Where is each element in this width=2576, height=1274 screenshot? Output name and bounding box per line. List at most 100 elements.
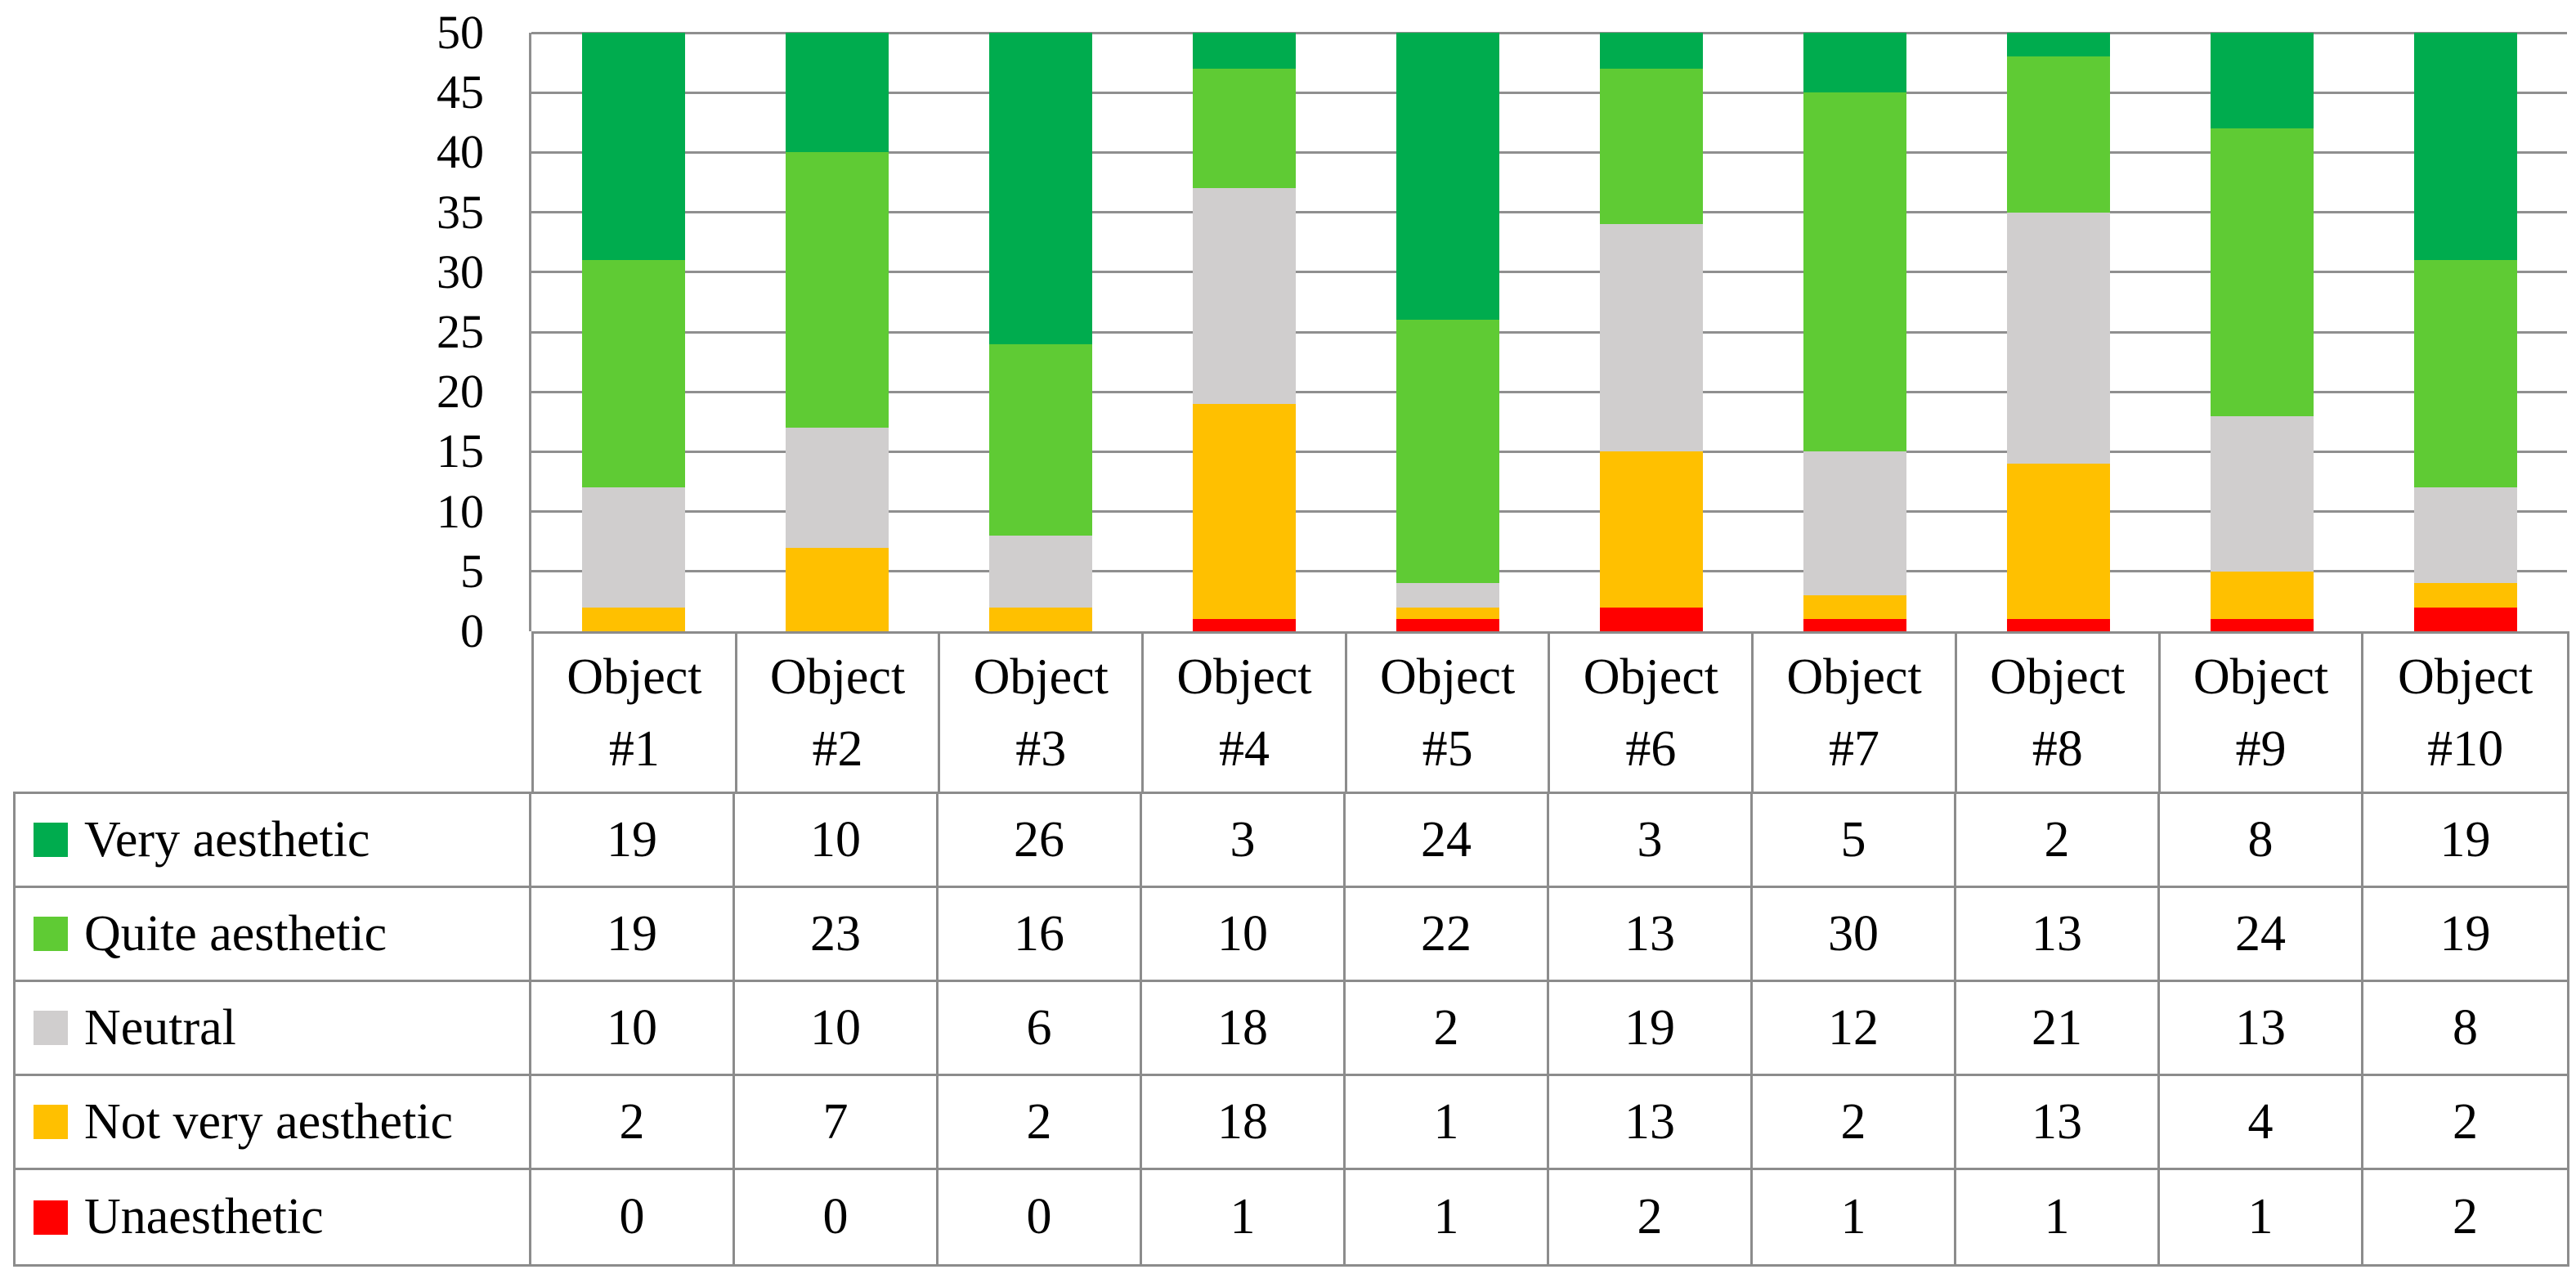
- bar-segment: [1192, 188, 1296, 404]
- bar-segment: [1192, 68, 1296, 189]
- bar-segment: [988, 535, 1092, 608]
- value-cell: 8: [2363, 982, 2567, 1076]
- legend-cell: Quite aesthetic: [16, 888, 531, 982]
- value-cell: 0: [939, 1170, 1142, 1264]
- category-header-cell: Object #2: [737, 634, 941, 792]
- y-axis-tick-label: 10: [437, 484, 484, 538]
- value-cell: 2: [1956, 794, 2160, 888]
- stacked-bar: [785, 33, 889, 631]
- gridline: [531, 31, 2567, 34]
- bar-segment: [2413, 33, 2517, 261]
- value-cell: 2: [1549, 1170, 1753, 1264]
- bar-segment: [1396, 583, 1499, 608]
- stacked-bar: [2210, 33, 2314, 631]
- category-header-cell: Object #1: [534, 634, 737, 792]
- bar-segment: [2210, 571, 2314, 620]
- value-cell: 18: [1142, 1076, 1346, 1170]
- bar-segment: [2413, 487, 2517, 584]
- category-header-line: Object: [1786, 648, 1922, 705]
- legend-swatch: [34, 1105, 68, 1139]
- category-header-cell: Object #4: [1144, 634, 1347, 792]
- category-header-line: #7: [1829, 720, 1880, 777]
- bar-segment: [1599, 68, 1703, 225]
- legend-label: Neutral: [84, 999, 236, 1056]
- bar-segment: [785, 33, 889, 153]
- value-cell: 0: [735, 1170, 939, 1264]
- value-cell: 10: [735, 794, 939, 888]
- bar-segment: [1803, 619, 1906, 631]
- value-cell: 8: [2160, 794, 2363, 888]
- category-header-line: #6: [1625, 720, 1677, 777]
- legend-swatch: [34, 823, 68, 857]
- value-cell: 13: [1956, 888, 2160, 982]
- category-header-line: Object: [567, 648, 702, 705]
- bar-segment: [988, 607, 1092, 631]
- category-header-line: #9: [2235, 720, 2287, 777]
- bar-segment: [1803, 92, 1906, 452]
- value-cell: 13: [2160, 982, 2363, 1076]
- stacked-bar: [581, 33, 685, 631]
- category-header-line: #3: [1015, 720, 1067, 777]
- legend-label: Not very aesthetic: [84, 1093, 454, 1150]
- legend-label: Unaesthetic: [84, 1189, 324, 1245]
- category-header-line: Object: [1176, 648, 1312, 705]
- y-axis-tick-label: 35: [437, 185, 484, 239]
- y-axis-tick-label: 5: [460, 544, 484, 598]
- stacked-bar: [2006, 33, 2110, 631]
- category-header-cell: Object #7: [1754, 634, 1957, 792]
- category-header-line: #5: [1422, 720, 1473, 777]
- gridline: [531, 150, 2567, 154]
- gridline: [531, 450, 2567, 453]
- value-cell: 16: [939, 888, 1142, 982]
- value-cell: 19: [2363, 888, 2567, 982]
- category-header-line: Object: [1380, 648, 1516, 705]
- value-cell: 0: [531, 1170, 735, 1264]
- value-cell: 2: [2363, 1076, 2567, 1170]
- bar-segment: [1599, 607, 1703, 631]
- gridline: [531, 271, 2567, 274]
- category-header-line: #4: [1218, 720, 1270, 777]
- bar-segment: [2210, 33, 2314, 129]
- bar-segment: [2006, 464, 2110, 620]
- value-cell: 2: [531, 1076, 735, 1170]
- stacked-bar: [988, 33, 1092, 631]
- value-cell: 19: [531, 888, 735, 982]
- bar-segment: [1599, 33, 1703, 69]
- category-header-line: #8: [2032, 720, 2083, 777]
- value-cell: 1: [1142, 1170, 1346, 1264]
- value-cell: 13: [1549, 1076, 1753, 1170]
- value-cell: 23: [735, 888, 939, 982]
- bar-segment: [1396, 619, 1499, 631]
- value-cell: 3: [1142, 794, 1346, 888]
- category-header-line: Object: [1583, 648, 1718, 705]
- value-cell: 1: [1346, 1076, 1549, 1170]
- gridline: [531, 390, 2567, 393]
- bar-segment: [581, 33, 685, 261]
- value-cell: 30: [1753, 888, 1956, 982]
- bar-segment: [1803, 451, 1906, 596]
- y-axis-tick-label: 25: [437, 305, 484, 358]
- value-cell: 24: [2160, 888, 2363, 982]
- bar-segment: [988, 343, 1092, 536]
- value-cell: 10: [735, 982, 939, 1076]
- category-header-cell: Object #9: [2161, 634, 2364, 792]
- gridline: [531, 91, 2567, 94]
- bar-segment: [2210, 415, 2314, 572]
- bar-segment: [581, 487, 685, 608]
- bar-segment: [1599, 224, 1703, 452]
- value-cell: 2: [2453, 1189, 2478, 1245]
- bar-segment: [785, 152, 889, 428]
- category-header-cell: Object #5: [1347, 634, 1551, 792]
- value-cell: 19: [531, 794, 735, 888]
- stacked-bar: [2413, 33, 2517, 631]
- value-cell: 2: [939, 1076, 1142, 1170]
- legend-cell: Not very aesthetic: [16, 1076, 531, 1170]
- bar-segment: [2413, 607, 2517, 631]
- value-cell: 1: [1753, 1170, 1956, 1264]
- bar-segment: [2006, 619, 2110, 631]
- value-cell: 19: [1549, 982, 1753, 1076]
- category-header-cell: Object #10: [2363, 634, 2567, 792]
- value-cell: 1: [2160, 1170, 2363, 1264]
- category-header-line: Object: [2398, 648, 2533, 705]
